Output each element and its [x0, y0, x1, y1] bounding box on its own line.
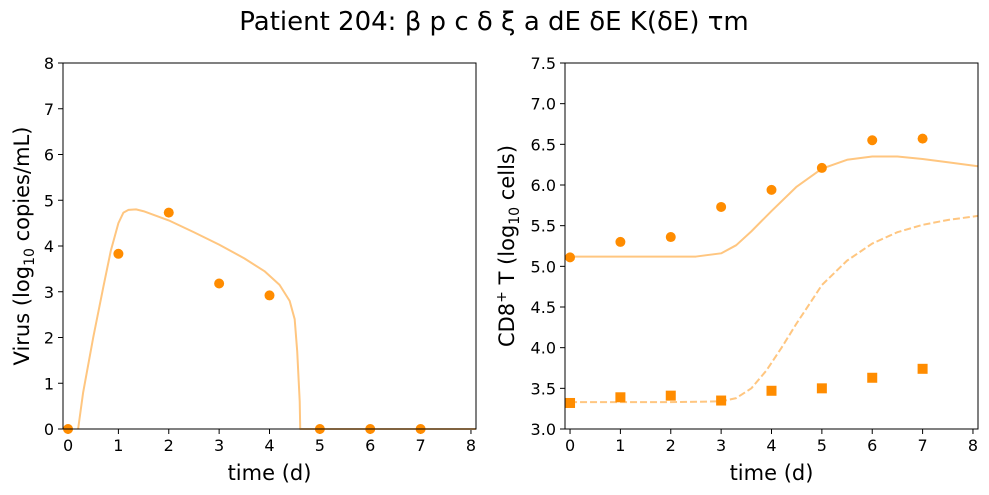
- x-tick-label: 0: [63, 436, 73, 455]
- model-line: [570, 155, 978, 258]
- data-point-square: [816, 383, 827, 394]
- y-tick-label: 4: [44, 237, 54, 256]
- data-point: [163, 207, 174, 218]
- data-point: [264, 290, 275, 301]
- data-point-square: [615, 392, 626, 403]
- y-axis-label-part: +: [494, 291, 510, 303]
- y-tick-label: 4.0: [531, 339, 556, 358]
- x-tick-label: 1: [615, 436, 625, 455]
- x-tick-label: 4: [264, 436, 274, 455]
- y-axis-label-part: CD8: [495, 303, 519, 347]
- model-line: [77, 208, 476, 430]
- data-point: [214, 278, 225, 289]
- data-point: [867, 135, 878, 146]
- x-tick-label: 0: [565, 436, 575, 455]
- data-point: [816, 162, 827, 173]
- y-tick-label: 3: [44, 283, 54, 302]
- y-axis-label-part: 10: [507, 207, 523, 225]
- x-tick-label: 1: [113, 436, 123, 455]
- y-tick-label: 5: [44, 191, 54, 210]
- y-tick-label: 0: [44, 420, 54, 439]
- x-tick-label: 3: [214, 436, 224, 455]
- x-tick-label: 7: [416, 436, 426, 455]
- y-axis-label-part: Virus (log: [10, 266, 34, 366]
- y-tick-label: 3.0: [531, 420, 556, 439]
- axes-frame: [564, 62, 979, 430]
- y-tick-label: 7: [44, 100, 54, 119]
- x-tick-label: 2: [164, 436, 174, 455]
- x-tick-label: 6: [867, 436, 877, 455]
- y-tick-label: 2: [44, 329, 54, 348]
- y-tick-label: 7.0: [531, 95, 556, 114]
- data-point-square: [766, 385, 777, 396]
- data-point-square: [716, 395, 727, 406]
- data-point-square: [867, 372, 878, 383]
- chart-title: Patient 204: β p c δ ξ a dE δE K(δE) τm: [239, 7, 748, 37]
- y-axis-label-part: copies/mL): [10, 127, 34, 249]
- x-tick-label: 8: [466, 436, 476, 455]
- data-point: [917, 133, 928, 144]
- y-tick-label: 4.5: [531, 298, 556, 317]
- y-axis-label: CD8+ T (log10 cells): [494, 145, 523, 347]
- y-tick-label: 7.5: [531, 54, 556, 73]
- cd8-panel: 0 1 2 3 4 5 6 7 8 3.0 3.5 4.0 4.5 5.0 5.5 6.0 6.5 7.0 7.5 t…: [494, 54, 979, 485]
- x-tick-label: 4: [766, 436, 776, 455]
- y-tick-label: 6: [44, 146, 54, 165]
- data-point: [766, 184, 777, 195]
- y-axis-label-part: 10: [22, 248, 38, 266]
- data-point-square: [917, 363, 928, 374]
- data-point: [615, 236, 626, 247]
- y-tick-label: 6.5: [531, 135, 556, 154]
- x-axis-label: time (d): [228, 461, 312, 485]
- x-tick-label: 6: [365, 436, 375, 455]
- data-point: [565, 252, 576, 263]
- data-point: [665, 232, 676, 243]
- y-axis-label-part: T (log: [495, 225, 519, 291]
- data-point-square: [665, 390, 676, 401]
- x-axis-label: time (d): [730, 461, 814, 485]
- data-point-square: [565, 397, 576, 408]
- x-tick-label: 5: [817, 436, 827, 455]
- x-tick-label: 2: [666, 436, 676, 455]
- plot-area: [565, 133, 978, 408]
- y-tick-label: 6.0: [531, 176, 556, 195]
- y-tick-label: 8: [44, 54, 54, 73]
- y-tick-label: 5.5: [531, 217, 556, 236]
- x-tick-label: 5: [315, 436, 325, 455]
- virus-panel: 0 1 2 3 4 5 6 7 8 0 1 2 3 4 5 6 7 8 time (d) Virus (log10 c…: [10, 54, 477, 485]
- y-tick-label: 5.0: [531, 257, 556, 276]
- model-line-dashed: [570, 214, 978, 404]
- y-tick-label: 1: [44, 374, 54, 393]
- data-point: [716, 201, 727, 212]
- plot-area: [63, 207, 476, 434]
- data-point: [113, 248, 124, 259]
- y-tick-label: 3.5: [531, 379, 556, 398]
- x-tick-label: 3: [716, 436, 726, 455]
- y-axis-label: Virus (log10 copies/mL): [10, 127, 38, 366]
- x-tick-label: 8: [968, 436, 978, 455]
- axes-frame: [62, 62, 477, 430]
- x-tick-label: 7: [918, 436, 928, 455]
- y-axis-label-part: cells): [495, 145, 519, 207]
